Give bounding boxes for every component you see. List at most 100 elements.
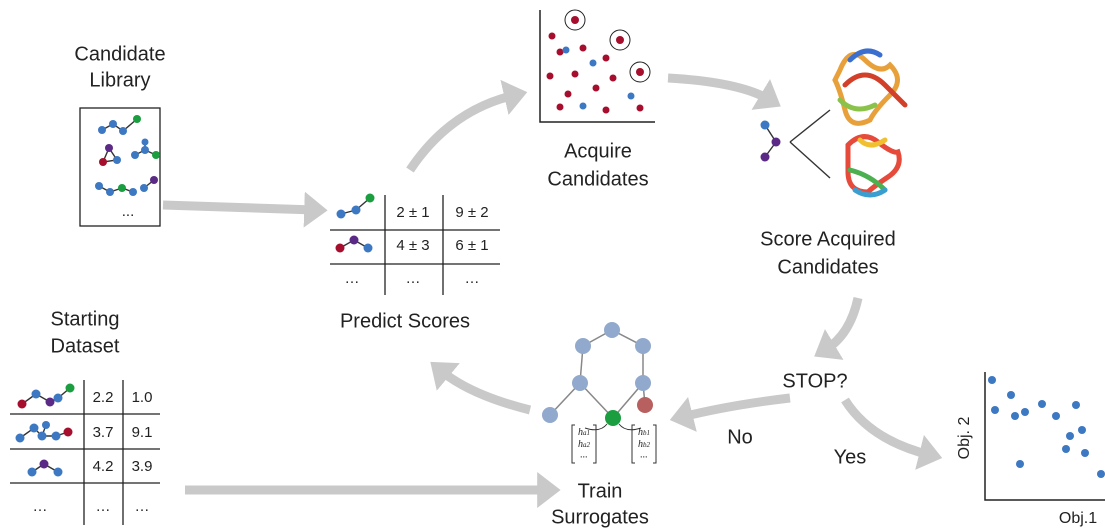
shape [602, 54, 610, 62]
shape [556, 48, 564, 56]
shape [837, 97, 878, 112]
text-part: h [578, 427, 583, 438]
table-cell: 4.2 [93, 458, 114, 475]
shape [15, 433, 25, 443]
shape [556, 103, 564, 111]
x-axis-label: Obj.1 [1059, 510, 1097, 527]
shape [1011, 412, 1019, 420]
shape [1021, 408, 1029, 416]
shape [852, 187, 888, 198]
library-more: ... [122, 203, 135, 220]
shape [546, 72, 554, 80]
shape [602, 106, 610, 114]
shape [141, 138, 149, 146]
acquire-label: Candidates [547, 168, 648, 190]
shape [118, 184, 126, 192]
shape [63, 427, 73, 437]
vector-entry: ... [580, 449, 588, 460]
predict-label: Predict Scores [340, 310, 470, 332]
shape [1016, 460, 1024, 468]
dataset-table [10, 380, 160, 525]
predict-table [330, 193, 500, 295]
shape [51, 431, 61, 441]
text-part: b1 [643, 429, 650, 437]
shape [847, 48, 883, 63]
shape [605, 410, 621, 426]
shape [106, 188, 114, 196]
shape [589, 59, 597, 67]
table-cell: 6 ± 1 [455, 237, 488, 254]
shape [99, 158, 107, 166]
shape [1007, 391, 1015, 399]
shape [365, 193, 375, 203]
shape [548, 32, 556, 40]
shape [150, 176, 158, 184]
shape [991, 406, 999, 414]
shape [17, 399, 27, 409]
library-title: Candidate [74, 43, 165, 65]
shape [101, 146, 119, 163]
vector-entry: ... [640, 449, 648, 460]
table-cell: … [96, 498, 111, 515]
shape [571, 424, 597, 464]
shape [564, 9, 586, 31]
text-part: h [638, 439, 643, 450]
shape [37, 431, 47, 441]
pareto-plot [984, 372, 1105, 501]
shape [627, 92, 635, 100]
y-axis-label: Obj. 2 [956, 417, 973, 460]
shape [335, 243, 345, 253]
shape [631, 424, 657, 464]
shape [29, 423, 39, 433]
table-cell: 3.9 [132, 458, 153, 475]
shape [349, 235, 359, 245]
library-title: Library [89, 69, 150, 91]
shape [760, 152, 770, 162]
dataset-title: Dataset [51, 335, 120, 357]
surrogate-graph [542, 322, 657, 464]
table-cell: … [345, 270, 360, 287]
shape [98, 185, 134, 193]
text-part: b2 [643, 441, 651, 449]
train-label: Surrogates [551, 506, 649, 528]
shape [65, 383, 75, 393]
shape [789, 109, 831, 143]
shape [984, 372, 1105, 501]
table-cell: … [406, 270, 421, 287]
score-label: Score Acquired [760, 228, 896, 250]
shape [635, 375, 651, 391]
table-cell: 1.0 [132, 389, 153, 406]
shape [629, 61, 651, 83]
table-cell: 2 ± 1 [396, 204, 429, 221]
arrows [162, 73, 943, 508]
shape [616, 36, 624, 44]
shape [31, 389, 41, 399]
table-cell: 9.1 [132, 424, 153, 441]
shape [579, 44, 587, 52]
library-box [79, 107, 161, 227]
shape [760, 120, 770, 130]
shape [667, 73, 781, 110]
shape [635, 338, 651, 354]
shape [988, 376, 996, 384]
text-part: h [578, 439, 583, 450]
stop-question: STOP? [782, 370, 847, 392]
shape [406, 79, 528, 173]
shape [119, 127, 127, 135]
no-label: No [727, 426, 753, 448]
shape [609, 74, 617, 82]
shape [637, 397, 653, 413]
score-label: Candidates [777, 256, 878, 278]
vector-entry: ha1 [578, 427, 590, 438]
shape [832, 48, 908, 198]
table-cell: 2.2 [93, 389, 114, 406]
shape [1072, 401, 1080, 409]
table-cell: 4 ± 3 [396, 237, 429, 254]
shape [27, 467, 37, 477]
shape [53, 467, 63, 477]
scoring-illustration [760, 48, 908, 198]
table-cell: … [33, 498, 48, 515]
shape [542, 407, 558, 423]
shape [131, 151, 139, 159]
shape [105, 144, 113, 152]
